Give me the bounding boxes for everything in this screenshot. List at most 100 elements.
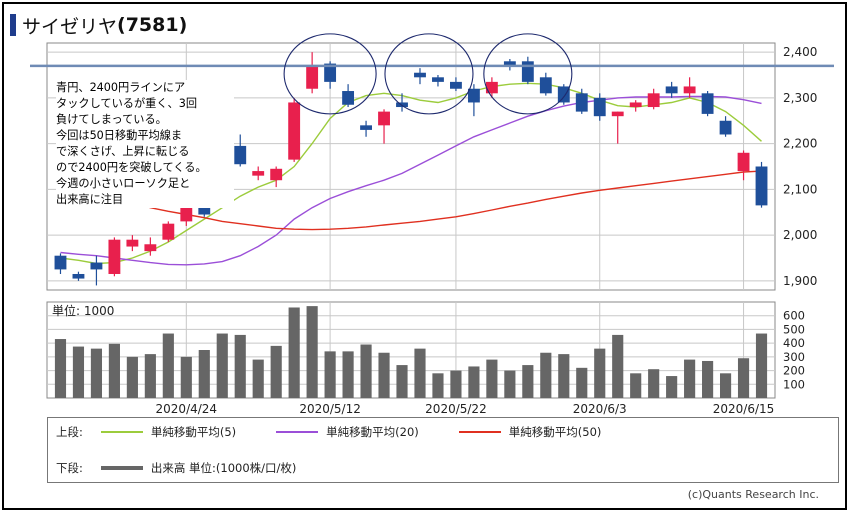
- candle-body: [593, 97, 606, 117]
- volume-bar: [612, 334, 624, 398]
- ma50-swatch: [458, 431, 501, 433]
- volume-bar: [666, 376, 678, 398]
- volume-bar: [719, 373, 732, 398]
- volume-bar: [737, 358, 750, 398]
- volume-unit-label: 単位: 1000: [52, 303, 114, 318]
- candle-body: [701, 93, 714, 114]
- highlight-circle: [483, 33, 573, 115]
- highlight-circle: [283, 33, 377, 115]
- annotation-note: 青円、2400円ラインにア タックしているが重く、3回 負けてしまっている。今回は5…: [56, 80, 234, 208]
- candle-body: [719, 120, 732, 135]
- volume-bar: [198, 350, 210, 398]
- title-accent-bar: [10, 14, 16, 36]
- candle-body: [665, 86, 678, 94]
- candle-body: [611, 111, 624, 117]
- volume-bar: [702, 360, 714, 398]
- candle-body: [360, 125, 372, 130]
- candle-body: [270, 168, 283, 181]
- volume-tick-label: 600: [783, 309, 805, 323]
- series-line-ma50: [60, 170, 762, 231]
- volume-bar: [252, 359, 264, 398]
- highlight-circle: [384, 33, 474, 115]
- candle-body: [414, 72, 426, 78]
- ma5-swatch: [100, 431, 143, 433]
- date-tick-label: 2020/6/3: [573, 402, 627, 416]
- volume-tick-label: 500: [783, 322, 805, 336]
- legend-volume-label: 出来高 単位:(1000株/口/枚): [150, 461, 297, 475]
- annotation-line: 負けてしまっている。: [56, 113, 167, 126]
- volume-bar: [306, 306, 318, 398]
- volume-bar: [126, 356, 138, 398]
- date-tick-label: 2020/5/12: [299, 402, 361, 416]
- volume-bar: [648, 369, 660, 398]
- series-line-ma20: [60, 95, 762, 266]
- volume-panel: [46, 301, 776, 399]
- annotation-line: で深くさげ、上昇に転じる: [56, 145, 190, 158]
- volume-bar: [288, 307, 300, 398]
- volume-bar: [180, 356, 192, 398]
- series-line-ma5: [60, 82, 762, 265]
- volume-bar: [396, 365, 408, 398]
- volume-bar: [144, 354, 156, 398]
- volume-bar: [630, 373, 642, 398]
- date-tick-label: 2020/4/24: [156, 402, 218, 416]
- legend-item-volume: 出来高 単位:(1000株/口/枚): [100, 460, 297, 476]
- annotation-line: 青円、2400円ラインにア: [56, 81, 186, 94]
- chart-title: サイゼリヤ (7581): [10, 12, 187, 38]
- volume-bar: [504, 370, 516, 398]
- volume-bar: [450, 370, 462, 398]
- annotation-line: ので2400円を突破してくる。: [56, 161, 207, 174]
- volume-bar: [342, 351, 354, 398]
- candle-body: [234, 145, 247, 165]
- candle-body: [90, 262, 103, 270]
- candle-body: [737, 152, 750, 172]
- legend-lower-label: 下段:: [56, 461, 83, 475]
- candle-body: [180, 207, 193, 222]
- candle-body: [683, 86, 696, 94]
- candle-body: [432, 77, 444, 82]
- annotation-line: タックしているが重く、3回: [56, 97, 198, 110]
- candle-body: [467, 88, 480, 103]
- candle-body: [647, 93, 660, 108]
- volume-bar: [270, 345, 282, 398]
- candle-body: [162, 223, 175, 240]
- candle-body: [485, 81, 498, 94]
- volume-bar: [594, 348, 606, 398]
- candle-body: [54, 255, 67, 270]
- annotation-line: 出来高に注目: [56, 193, 124, 206]
- volume-bar: [540, 352, 552, 398]
- legend-item-ma5: 単純移動平均(5): [100, 424, 237, 440]
- company-name: サイゼリヤ: [22, 15, 118, 38]
- candle-body: [144, 244, 157, 252]
- candle-body: [450, 81, 462, 89]
- volume-bar: [162, 333, 174, 398]
- volume-bar: [684, 359, 696, 398]
- volume-swatch: [100, 466, 143, 470]
- price-tick-label: 2,000: [783, 228, 817, 242]
- volume-bar: [324, 351, 336, 398]
- legend-item-ma50: 単純移動平均(50): [458, 424, 601, 440]
- volume-bar: [558, 354, 570, 398]
- legend-ma5-label: 単純移動平均(5): [150, 425, 237, 439]
- volume-bar: [90, 348, 103, 398]
- legend-lower-row: 下段: 出来高 単位:(1000株/口/枚): [56, 460, 336, 476]
- candle-body: [539, 77, 552, 94]
- candle-body: [342, 91, 355, 105]
- annotation-line: 今回は50日移動平均線ま: [56, 129, 183, 142]
- candle-body: [378, 111, 390, 126]
- volume-bar: [360, 344, 372, 398]
- legend-upper-row: 上段: 単純移動平均(5) 単純移動平均(20) 単純移動平均(50): [56, 424, 641, 440]
- candle-body: [557, 86, 570, 103]
- volume-tick-label: 100: [783, 377, 805, 391]
- legend-ma20-label: 単純移動平均(20): [326, 425, 419, 439]
- candle-body: [629, 102, 642, 108]
- candle-body: [72, 273, 85, 279]
- volume-bar: [108, 343, 120, 398]
- volume-bar: [576, 367, 588, 398]
- volume-tick-label: 400: [783, 336, 805, 350]
- volume-bar: [522, 365, 534, 398]
- candle-body: [521, 61, 534, 82]
- price-tick-label: 1,900: [783, 274, 817, 288]
- volume-tick-label: 200: [783, 364, 805, 378]
